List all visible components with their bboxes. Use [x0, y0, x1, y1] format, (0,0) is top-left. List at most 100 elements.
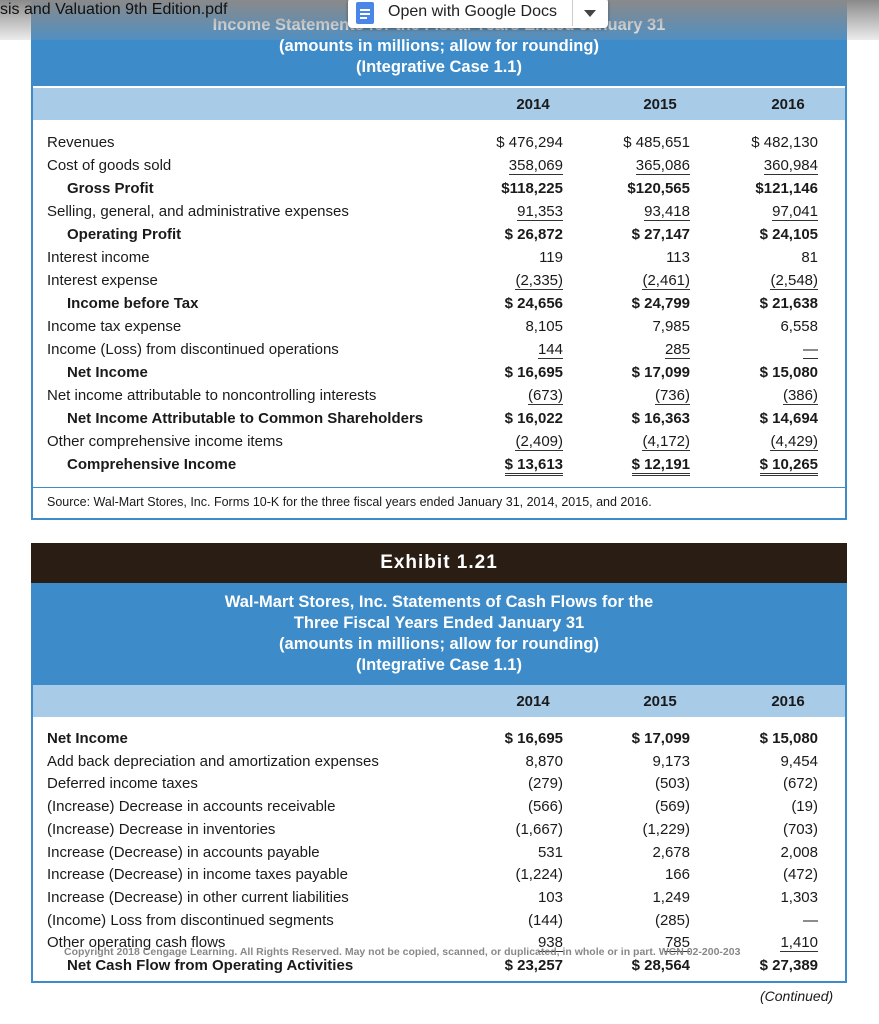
cell-value: 6,558: [780, 318, 818, 335]
cell-value: 1,303: [780, 888, 818, 906]
cell-value: 2,008: [780, 843, 818, 861]
row-label: Interest income: [47, 249, 150, 266]
cell-value: $ 24,656: [504, 295, 563, 312]
cell: (472): [708, 866, 818, 883]
cell: (4,172): [580, 433, 690, 451]
row-label: Cost of goods sold: [47, 157, 172, 174]
continued: (Continued): [760, 988, 834, 1004]
cell-value: (1,229): [642, 820, 690, 838]
cell: —: [708, 912, 818, 929]
column-band: [33, 88, 845, 120]
cell-value: $ 15,080: [759, 364, 818, 381]
cell-value: 97,041: [772, 203, 818, 221]
cell: $ 26,872: [453, 226, 563, 243]
cell-value: (736): [654, 387, 690, 405]
row-label: Net Income: [47, 730, 128, 747]
dropdown-arrow[interactable]: [584, 10, 596, 17]
open-button[interactable]: Open with Google Docs: [348, 0, 608, 28]
cell-value: $ 16,022: [504, 410, 563, 427]
title-line: (Integrative Case 1.1): [356, 656, 522, 674]
cell-value: (386): [782, 387, 818, 405]
cell-value: (2,335): [515, 272, 563, 290]
cell-value: (566): [527, 798, 563, 816]
cell: 2,678: [580, 844, 690, 861]
cell: (1,667): [453, 821, 563, 838]
copyright: Copyright 2018 Cengage Learning. All Rig…: [64, 946, 741, 958]
cell: 97,041: [708, 203, 818, 221]
cell-value: 1,249: [652, 888, 690, 906]
cell: $ 485,651: [580, 134, 690, 151]
cell: $ 24,799: [580, 295, 690, 312]
source-note: Source: Wal-Mart Stores, Inc. Forms 10-K…: [47, 495, 652, 509]
cell-value: 103: [537, 888, 563, 906]
row-label: Increase (Decrease) in other current lia…: [47, 888, 349, 906]
cell: 166: [580, 866, 690, 883]
cell-value: $ 482,130: [751, 134, 818, 151]
cell-value: $118,225: [501, 180, 563, 197]
cell-value: (4,172): [642, 433, 690, 451]
cell: (673): [453, 387, 563, 405]
cell-value: —: [803, 911, 818, 929]
cell-value: $ 16,695: [504, 364, 563, 381]
cell: 93,418: [580, 203, 690, 221]
cell: —: [708, 341, 818, 359]
row-label: Income (Loss) from discontinued operatio…: [47, 341, 339, 358]
cell-value: $ 16,695: [504, 730, 563, 747]
cell: (566): [453, 798, 563, 815]
cell: $ 17,099: [580, 364, 690, 381]
row-label: Comprehensive Income: [67, 456, 237, 473]
cell-value: (279): [527, 775, 563, 793]
cell-value: 81: [801, 249, 818, 266]
cell-value: 91,353: [517, 203, 563, 221]
cell: $ 476,294: [453, 134, 563, 151]
cell-value: (472): [782, 866, 818, 884]
cell: 365,086: [580, 157, 690, 175]
cell-value: (19): [791, 798, 818, 816]
row-label: (Increase) Decrease in accounts receivab…: [47, 798, 336, 816]
cell: 81: [708, 249, 818, 266]
cell: $ 14,694: [708, 410, 818, 427]
cell: 8,105: [453, 318, 563, 335]
cell: (2,461): [580, 272, 690, 290]
cell: (19): [708, 798, 818, 815]
button-label: Open with Google Docs: [388, 3, 557, 20]
cell-value: (2,409): [515, 433, 563, 451]
cell-value: 7,985: [652, 318, 690, 335]
cell: 2,008: [708, 844, 818, 861]
cell-value: $ 27,147: [631, 226, 690, 243]
cell-value: $ 16,363: [631, 410, 690, 427]
cell-value: (569): [654, 798, 690, 816]
cell: 9,173: [580, 753, 690, 770]
cell-value: 938: [537, 934, 563, 953]
cell: 113: [580, 249, 690, 266]
cell: (285): [580, 912, 690, 929]
row-label: Income tax expense: [47, 318, 182, 335]
cell-value: 166: [664, 866, 690, 884]
cell: 1,249: [580, 889, 690, 906]
row-label: Net Cash Flow from Operating Activities: [67, 957, 354, 974]
column-band: [33, 685, 845, 717]
filename: sis and Valuation 9th Edition.pdf: [0, 1, 228, 18]
cell: 6,558: [708, 318, 818, 335]
row-label: Net income attributable to noncontrollin…: [47, 387, 377, 404]
row-label: Operating Profit: [67, 226, 182, 243]
cell-value: (1,667): [515, 820, 563, 838]
cell: 1,410: [708, 934, 818, 953]
cell-value: 1,410: [780, 934, 818, 953]
title-line: Three Fiscal Years Ended January 31: [293, 614, 585, 632]
cash-header: Wal-Mart Stores, Inc. Statements of Cash…: [33, 583, 845, 685]
cell-value: 144: [537, 341, 563, 359]
cell-value: $ 10,265: [759, 456, 818, 476]
cell: 144: [453, 341, 563, 359]
cell-value: $ 485,651: [623, 134, 690, 151]
docs-icon: [356, 2, 374, 24]
cell-value: $ 17,099: [631, 730, 690, 747]
cell-value: $ 14,694: [759, 410, 818, 427]
cell-value: $121,146: [755, 180, 818, 197]
cell: $ 17,099: [580, 730, 690, 747]
cell-value: 358,069: [508, 157, 563, 175]
cell: $ 16,695: [453, 730, 563, 747]
row-label: Net Income Attributable to Common Shareh…: [67, 410, 424, 427]
cell: 285: [580, 341, 690, 359]
column-header: 2015: [643, 96, 677, 113]
